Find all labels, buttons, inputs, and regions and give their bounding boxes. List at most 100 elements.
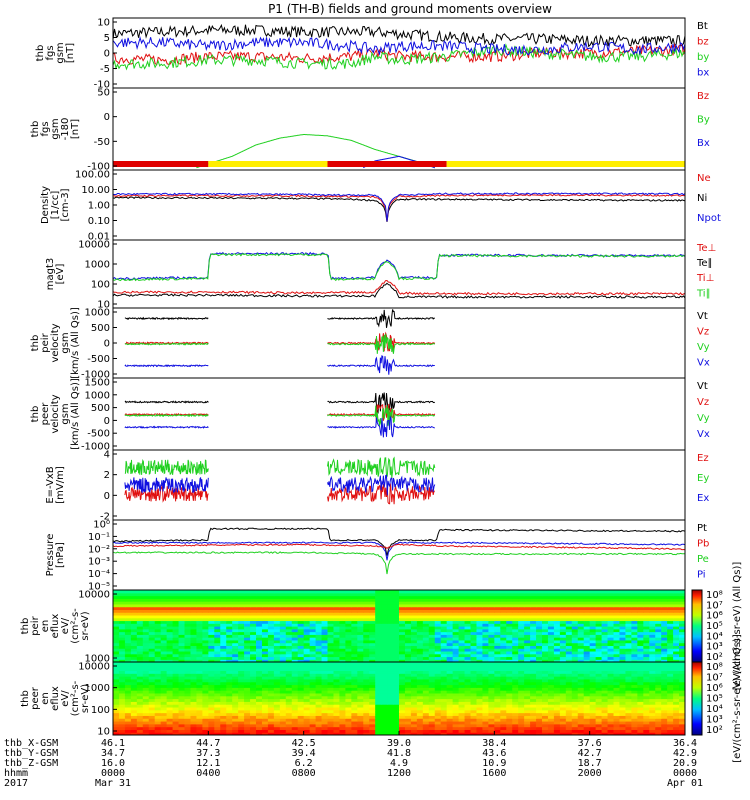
spectrogram-cell bbox=[256, 645, 263, 649]
spectrogram-cell bbox=[309, 659, 317, 662]
spectrogram-cell bbox=[655, 704, 662, 708]
spectrogram-cell bbox=[202, 595, 209, 599]
spectrogram-cell bbox=[387, 676, 394, 680]
spectrogram-cell bbox=[351, 620, 358, 624]
spectrogram-cell bbox=[118, 603, 126, 608]
trace-Vy bbox=[124, 342, 209, 346]
spectrogram-cell bbox=[589, 598, 597, 602]
spectrogram-cell bbox=[404, 681, 412, 686]
spectrogram-cell bbox=[631, 684, 638, 688]
spectrogram-cell bbox=[333, 684, 341, 688]
spectrogram-cell bbox=[315, 729, 323, 733]
spectrogram-cell bbox=[434, 692, 442, 697]
spectrogram-cell bbox=[196, 642, 203, 646]
spectrogram-cell bbox=[655, 614, 662, 619]
spectrogram-cell bbox=[369, 609, 376, 613]
spectrogram-cell bbox=[315, 606, 323, 610]
spectrogram-cell bbox=[309, 698, 317, 702]
spectrogram-cell bbox=[631, 609, 638, 613]
spectrogram-cell bbox=[166, 695, 174, 700]
spectrogram-cell bbox=[190, 670, 198, 674]
spectrogram-cell bbox=[518, 701, 525, 705]
spectrogram-cell bbox=[625, 678, 632, 683]
spectrogram-cell bbox=[530, 709, 537, 714]
spectrogram-cell bbox=[303, 656, 311, 660]
spectrogram-cell bbox=[202, 609, 209, 613]
spectrogram-cell bbox=[220, 667, 227, 672]
spectrogram-cell bbox=[547, 676, 555, 680]
spectrogram-cell bbox=[148, 648, 156, 652]
spectrogram-cell bbox=[464, 681, 472, 686]
spectrogram-cell bbox=[315, 712, 323, 716]
spectrogram-cell bbox=[232, 709, 239, 714]
spectrogram-cell bbox=[273, 695, 281, 700]
spectrogram-cell bbox=[595, 670, 603, 674]
spectrogram-cell bbox=[530, 609, 537, 613]
spectrogram-cell bbox=[202, 631, 209, 635]
spectrogram-cell bbox=[351, 626, 358, 630]
spectrogram-cell bbox=[232, 670, 239, 674]
spectrogram-cell bbox=[321, 612, 329, 616]
spectrogram-cell bbox=[202, 650, 209, 655]
spectrogram-cell bbox=[160, 650, 168, 655]
y-tick-label: 0 bbox=[104, 339, 110, 350]
spectrogram-cell bbox=[482, 726, 489, 730]
spectrogram-cell bbox=[571, 692, 579, 697]
spectrogram-cell bbox=[184, 612, 192, 616]
spectrogram-cell bbox=[172, 687, 180, 691]
y-tick-label: 1.00 bbox=[88, 201, 110, 212]
spectrogram-cell bbox=[667, 701, 674, 705]
spectrogram-cell bbox=[351, 732, 358, 735]
spectrogram-cell bbox=[327, 673, 335, 677]
spectrogram-cell bbox=[363, 626, 370, 630]
spectrogram-cell bbox=[321, 678, 329, 683]
spectrogram-cell bbox=[214, 684, 221, 688]
spectrogram-cell bbox=[309, 626, 317, 630]
y-axis-label: [cm-3] bbox=[60, 188, 71, 221]
spectrogram-cell bbox=[244, 601, 251, 605]
spectrogram-cell bbox=[565, 637, 573, 641]
spectrogram-cell bbox=[309, 673, 317, 677]
spectrogram-cell bbox=[559, 720, 567, 725]
spectrogram-cell bbox=[333, 634, 341, 638]
spectrogram-cell bbox=[232, 620, 239, 624]
spectrogram-cell bbox=[303, 606, 311, 610]
spectrogram-cell bbox=[309, 623, 317, 627]
spectrogram-cell bbox=[184, 598, 192, 602]
spectrogram-cell bbox=[381, 606, 388, 610]
spectrogram-cell bbox=[226, 681, 233, 686]
spectrogram-cell bbox=[363, 631, 370, 635]
spectrogram-cell bbox=[130, 631, 138, 635]
spectrogram-cell bbox=[399, 631, 406, 635]
spectrogram-cell bbox=[476, 729, 484, 733]
spectrogram-cell bbox=[446, 609, 454, 613]
spectrogram-cell bbox=[363, 732, 370, 735]
spectrogram-cell bbox=[661, 642, 668, 646]
spectrogram-cell bbox=[559, 706, 567, 711]
spectrogram-cell bbox=[512, 650, 519, 655]
spectrogram-cell bbox=[345, 631, 352, 635]
spectrogram-cell bbox=[536, 612, 543, 616]
spectrogram-cell bbox=[351, 603, 358, 608]
spectrogram-cell bbox=[553, 592, 561, 597]
spectrogram-cell bbox=[595, 642, 603, 646]
spectrogram-cell bbox=[166, 634, 174, 638]
y-tick-label: 1500 bbox=[85, 378, 110, 389]
spectrogram-cell bbox=[303, 690, 311, 694]
spectrogram-cell bbox=[321, 709, 329, 714]
spectrogram-cell bbox=[345, 673, 352, 677]
spectrogram-cell bbox=[148, 606, 156, 610]
spectrogram-cell bbox=[381, 595, 388, 599]
spectrogram-cell bbox=[673, 620, 680, 624]
spectrogram-cell bbox=[553, 639, 561, 644]
spectrogram-cell bbox=[482, 639, 489, 644]
spectrogram-cell bbox=[226, 626, 233, 630]
spectrogram-cell bbox=[232, 603, 239, 608]
spectrogram-cell bbox=[428, 609, 436, 613]
spectrogram-cell bbox=[136, 612, 144, 616]
spectrogram-cell bbox=[136, 631, 144, 635]
spectrogram-cell bbox=[178, 634, 186, 638]
spectrogram-cell bbox=[524, 592, 531, 597]
spectrogram-cell bbox=[577, 670, 585, 674]
spectrogram-cell bbox=[673, 701, 680, 705]
